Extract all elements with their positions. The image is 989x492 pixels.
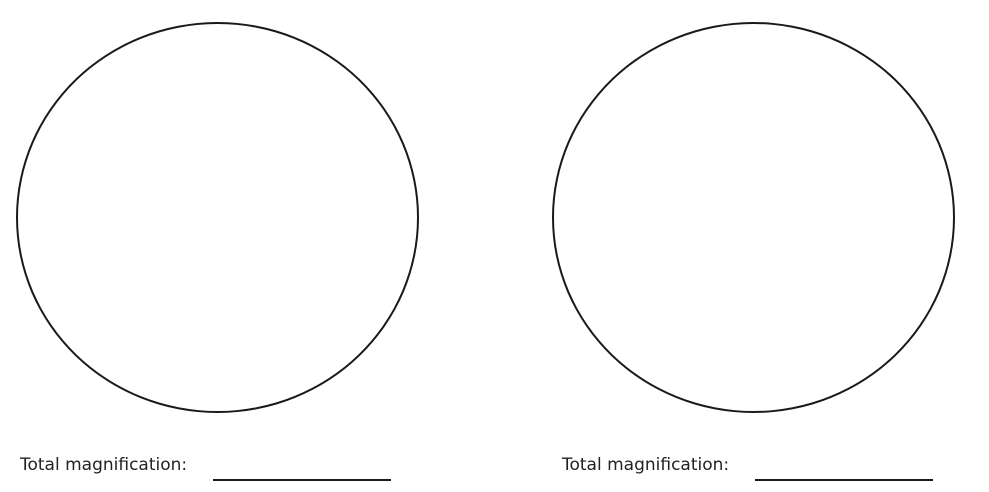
magnification-blank-left[interactable]: [213, 479, 391, 481]
magnification-label-right: Total magnification:: [562, 455, 730, 475]
field-of-view-circle-left[interactable]: [16, 22, 419, 413]
magnification-blank-right[interactable]: [755, 479, 933, 481]
drawing-panel-left: Total magnification:: [0, 0, 494, 492]
field-of-view-circle-right[interactable]: [552, 22, 955, 413]
drawing-panel-right: Total magnification:: [494, 0, 989, 492]
magnification-label-left: Total magnification:: [20, 455, 188, 475]
